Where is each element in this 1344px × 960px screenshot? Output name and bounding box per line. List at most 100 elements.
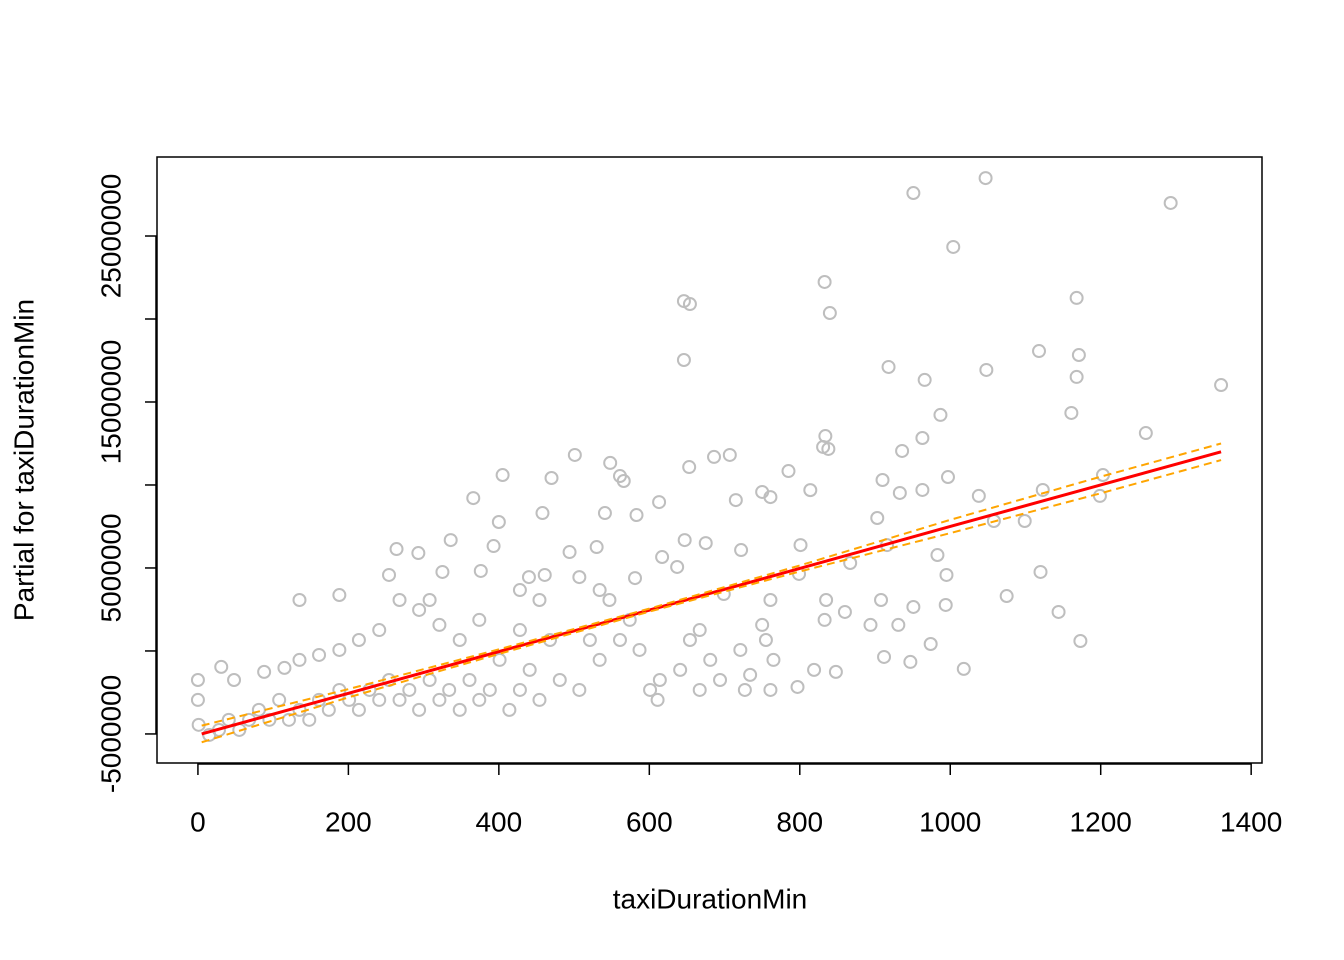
- y-tick-label: 15000000: [95, 340, 126, 465]
- point: [793, 538, 808, 553]
- point: [956, 661, 971, 676]
- point: [372, 692, 387, 707]
- point: [1073, 634, 1088, 649]
- point: [512, 583, 527, 598]
- point: [491, 514, 506, 529]
- point: [818, 429, 833, 444]
- point: [227, 673, 242, 688]
- point: [473, 563, 488, 578]
- x-tick-label: 600: [626, 806, 673, 837]
- point: [1033, 564, 1048, 579]
- point: [389, 542, 404, 557]
- point: [1071, 348, 1086, 363]
- point: [758, 633, 773, 648]
- point: [822, 306, 837, 321]
- point: [743, 667, 758, 682]
- point: [803, 483, 818, 498]
- point: [906, 599, 921, 614]
- point: [1138, 426, 1153, 441]
- point: [612, 633, 627, 648]
- point: [670, 559, 685, 574]
- point: [332, 642, 347, 657]
- point: [592, 583, 607, 598]
- point: [422, 593, 437, 608]
- point: [978, 171, 993, 186]
- x-tick-label: 1400: [1220, 806, 1282, 837]
- point: [572, 682, 587, 697]
- point: [915, 431, 930, 446]
- point: [602, 593, 617, 608]
- point: [521, 570, 536, 585]
- point: [817, 274, 832, 289]
- point: [1214, 378, 1229, 393]
- x-tick-label: 800: [776, 806, 823, 837]
- point: [946, 239, 961, 254]
- point: [1035, 482, 1050, 497]
- point: [766, 652, 781, 667]
- point: [628, 571, 643, 586]
- point: [874, 593, 889, 608]
- point: [781, 464, 796, 479]
- point: [682, 460, 697, 475]
- point: [422, 673, 437, 688]
- point: [592, 652, 607, 667]
- point: [763, 682, 778, 697]
- point: [502, 702, 517, 717]
- point: [677, 533, 692, 548]
- point: [302, 712, 317, 727]
- point: [402, 682, 417, 697]
- point: [682, 633, 697, 648]
- point: [821, 441, 836, 456]
- y-tick-label: 25000000: [95, 174, 126, 299]
- point: [281, 712, 296, 727]
- point: [277, 660, 292, 675]
- point: [682, 297, 697, 312]
- point: [971, 488, 986, 503]
- point: [411, 546, 426, 561]
- point: [544, 471, 559, 486]
- point: [938, 597, 953, 612]
- point: [881, 359, 896, 374]
- point: [819, 593, 834, 608]
- point: [817, 612, 832, 627]
- point: [737, 682, 752, 697]
- point: [733, 642, 748, 657]
- point: [863, 617, 878, 632]
- point: [1163, 195, 1178, 210]
- point: [616, 473, 631, 488]
- point: [1069, 290, 1084, 305]
- point: [1032, 344, 1047, 359]
- point: [930, 548, 945, 563]
- point: [472, 612, 487, 627]
- point: [755, 617, 770, 632]
- point: [1069, 369, 1084, 384]
- x-tick-label: 400: [475, 806, 522, 837]
- point: [652, 673, 667, 688]
- point: [432, 692, 447, 707]
- y-axis-label: Partial for taxiDurationMin: [8, 299, 39, 621]
- point: [999, 589, 1014, 604]
- point: [643, 682, 658, 697]
- point: [257, 664, 272, 679]
- point: [412, 702, 427, 717]
- x-tick-label: 200: [325, 806, 372, 837]
- point: [482, 682, 497, 697]
- point: [979, 362, 994, 377]
- point: [673, 662, 688, 677]
- point: [906, 186, 921, 201]
- point: [734, 543, 749, 558]
- point: [452, 702, 467, 717]
- point: [392, 593, 407, 608]
- point: [870, 511, 885, 526]
- point: [828, 664, 843, 679]
- point: [486, 539, 501, 554]
- point: [923, 636, 938, 651]
- point: [917, 372, 932, 387]
- point: [722, 447, 737, 462]
- point: [512, 682, 527, 697]
- point: [698, 536, 713, 551]
- fit-line: [201, 450, 1222, 736]
- point: [351, 702, 366, 717]
- point: [552, 673, 567, 688]
- confidence-band: [201, 442, 1222, 727]
